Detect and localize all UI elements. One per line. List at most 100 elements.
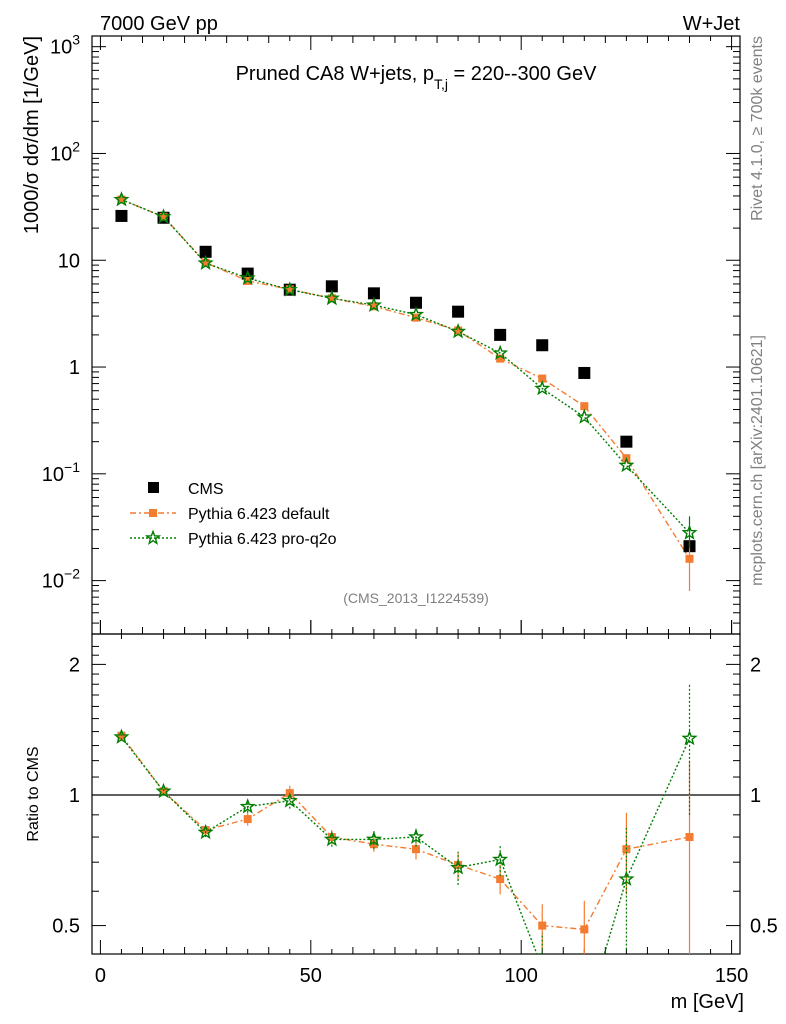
data-point-pythia-default bbox=[159, 212, 168, 221]
ratio-point-pythia-pro-q2o bbox=[113, 728, 130, 744]
y-tick-label-base: 10 bbox=[50, 37, 72, 59]
ratio-y-tick-label-right: 0.5 bbox=[750, 916, 778, 938]
y-tick-label-exponent: 3 bbox=[72, 32, 80, 48]
plot-title-subscript: T,j bbox=[434, 76, 448, 92]
ratio-point-pythia-pro-q2o bbox=[618, 870, 635, 886]
ratio-series-group bbox=[113, 684, 698, 1024]
y-tick-label: 10−2 bbox=[42, 566, 80, 593]
y-tick-label-base: 10 bbox=[50, 143, 72, 165]
ratio-y-tick-label: 1 bbox=[69, 785, 80, 807]
data-point-cms bbox=[620, 435, 633, 448]
legend: CMS Pythia 6.423 default Pythia 6.423 pr… bbox=[130, 481, 337, 548]
data-point-cms bbox=[578, 366, 591, 379]
data-point-pythia-pro-q2o bbox=[492, 344, 509, 361]
ratio-point-pythia-pro-q2o bbox=[197, 823, 214, 840]
y-tick-label: 1 bbox=[69, 357, 80, 379]
ratio-y-tick-label-right: 2 bbox=[750, 654, 761, 676]
y-tick-label-exponent: 2 bbox=[72, 138, 80, 154]
ratio-point-pythia-default bbox=[201, 826, 210, 835]
data-point-pythia-default bbox=[496, 354, 505, 363]
x-tick-label: 0 bbox=[95, 965, 106, 987]
y-tick-label-exponent: −1 bbox=[64, 459, 80, 475]
data-point-cms bbox=[325, 280, 338, 293]
ratio-y-axis-label: Ratio to CMS bbox=[25, 746, 42, 841]
data-point-cms bbox=[452, 305, 465, 318]
y-tick-label: 102 bbox=[50, 138, 80, 165]
ratio-point-pythia-pro-q2o bbox=[407, 828, 425, 844]
ratio-point-pythia-pro-q2o bbox=[365, 830, 383, 847]
ratio-line-pythia-pro-q2o bbox=[120, 736, 691, 954]
x-tick-label: 100 bbox=[505, 965, 538, 987]
ratio-y-tick-label-right: 1 bbox=[750, 785, 761, 807]
plot-title-tail: = 220--300 GeV bbox=[448, 63, 597, 85]
data-point-pythia-pro-q2o bbox=[450, 322, 467, 339]
data-point-cms bbox=[367, 287, 380, 300]
ratio-point-pythia-pro-q2o bbox=[155, 782, 172, 799]
data-point-cms bbox=[536, 339, 549, 352]
data-point-pythia-pro-q2o bbox=[197, 254, 214, 271]
data-point-pythia-default bbox=[327, 294, 336, 303]
x-tick-label: 50 bbox=[300, 965, 322, 987]
x-tick-labels: 0 50 100 150 bbox=[95, 965, 748, 987]
data-point-pythia-pro-q2o bbox=[155, 208, 172, 224]
y-tick-label: 103 bbox=[50, 32, 80, 59]
data-point-pythia-default bbox=[454, 326, 463, 335]
data-point-pythia-default bbox=[201, 258, 210, 267]
legend-marker-pythia-default bbox=[149, 509, 157, 517]
y-tick-label-base: 1 bbox=[69, 357, 80, 379]
plot-title: Pruned CA8 W+jets, pT,j = 220--300 GeV bbox=[236, 63, 598, 92]
legend-label-cms: CMS bbox=[188, 481, 224, 498]
data-point-pythia-pro-q2o bbox=[576, 408, 593, 424]
data-point-pythia-default bbox=[538, 374, 547, 383]
legend-item-pythia-default: Pythia 6.423 default bbox=[130, 506, 330, 523]
ratio-point-pythia-pro-q2o bbox=[492, 850, 509, 867]
data-point-cms bbox=[494, 328, 507, 341]
ratio-point-pythia-default bbox=[243, 815, 252, 824]
data-point-cms bbox=[410, 296, 422, 309]
analysis-id: (CMS_2013_I1224539) bbox=[343, 590, 489, 606]
data-point-pythia-pro-q2o bbox=[407, 306, 425, 322]
side-text-mcplots: mcplots.cern.ch [arXiv:2401.10621] bbox=[749, 335, 766, 586]
ratio-point-pythia-default bbox=[412, 845, 420, 854]
ratio-y-tick-label: 0.5 bbox=[52, 916, 80, 938]
data-point-cms bbox=[199, 245, 212, 258]
ratio-point-pythia-default bbox=[496, 875, 505, 884]
header-right: W+Jet bbox=[683, 13, 741, 35]
y-tick-label-base: 10 bbox=[42, 464, 64, 486]
legend-label-pythia-default: Pythia 6.423 default bbox=[188, 506, 330, 523]
ratio-point-pythia-default bbox=[159, 787, 168, 796]
legend-item-pythia-pro-q2o: Pythia 6.423 pro-q2o bbox=[130, 529, 337, 548]
ratio-point-pythia-pro-q2o bbox=[450, 859, 467, 875]
y-tick-label-base: 10 bbox=[58, 250, 80, 272]
data-point-pythia-pro-q2o bbox=[534, 379, 551, 396]
data-point-pythia-pro-q2o bbox=[239, 269, 256, 286]
data-point-pythia-default bbox=[117, 195, 126, 204]
data-point-cms bbox=[115, 209, 128, 222]
side-text-rivet: Rivet 4.1.0, ≥ 700k events bbox=[749, 36, 766, 221]
ratio-data-layer bbox=[113, 684, 698, 1024]
ratio-point-pythia-default bbox=[685, 833, 694, 842]
ratio-point-pythia-pro-q2o bbox=[281, 792, 298, 808]
data-point-pythia-pro-q2o bbox=[113, 191, 130, 207]
data-point-pythia-default bbox=[580, 402, 589, 411]
data-point-pythia-default bbox=[285, 285, 294, 294]
main-data-layer bbox=[113, 191, 698, 591]
series-line-pythia-default bbox=[121, 198, 691, 560]
data-point-pythia-pro-q2o bbox=[323, 289, 340, 306]
legend-item-cms: CMS bbox=[148, 481, 224, 498]
ratio-point-pythia-default bbox=[580, 925, 589, 934]
header-left: 7000 GeV pp bbox=[100, 13, 218, 35]
y-axis-label: 1000/σ dσ/dm [1/GeV] bbox=[21, 36, 43, 234]
y-tick-label: 10−1 bbox=[42, 459, 80, 486]
legend-label-pythia-pro-q2o: Pythia 6.423 pro-q2o bbox=[188, 531, 337, 548]
ratio-point-pythia-pro-q2o bbox=[323, 830, 340, 847]
x-axis-label: m [GeV] bbox=[671, 991, 744, 1013]
ratio-plot-frame bbox=[91, 633, 741, 955]
legend-marker-pythia-pro-q2o bbox=[144, 529, 162, 545]
ratio-point-pythia-pro-q2o bbox=[578, 1015, 590, 1024]
ratio-point-pythia-default bbox=[538, 921, 547, 930]
data-point-pythia-pro-q2o bbox=[281, 281, 298, 297]
ratio-point-pythia-pro-q2o bbox=[681, 729, 698, 746]
